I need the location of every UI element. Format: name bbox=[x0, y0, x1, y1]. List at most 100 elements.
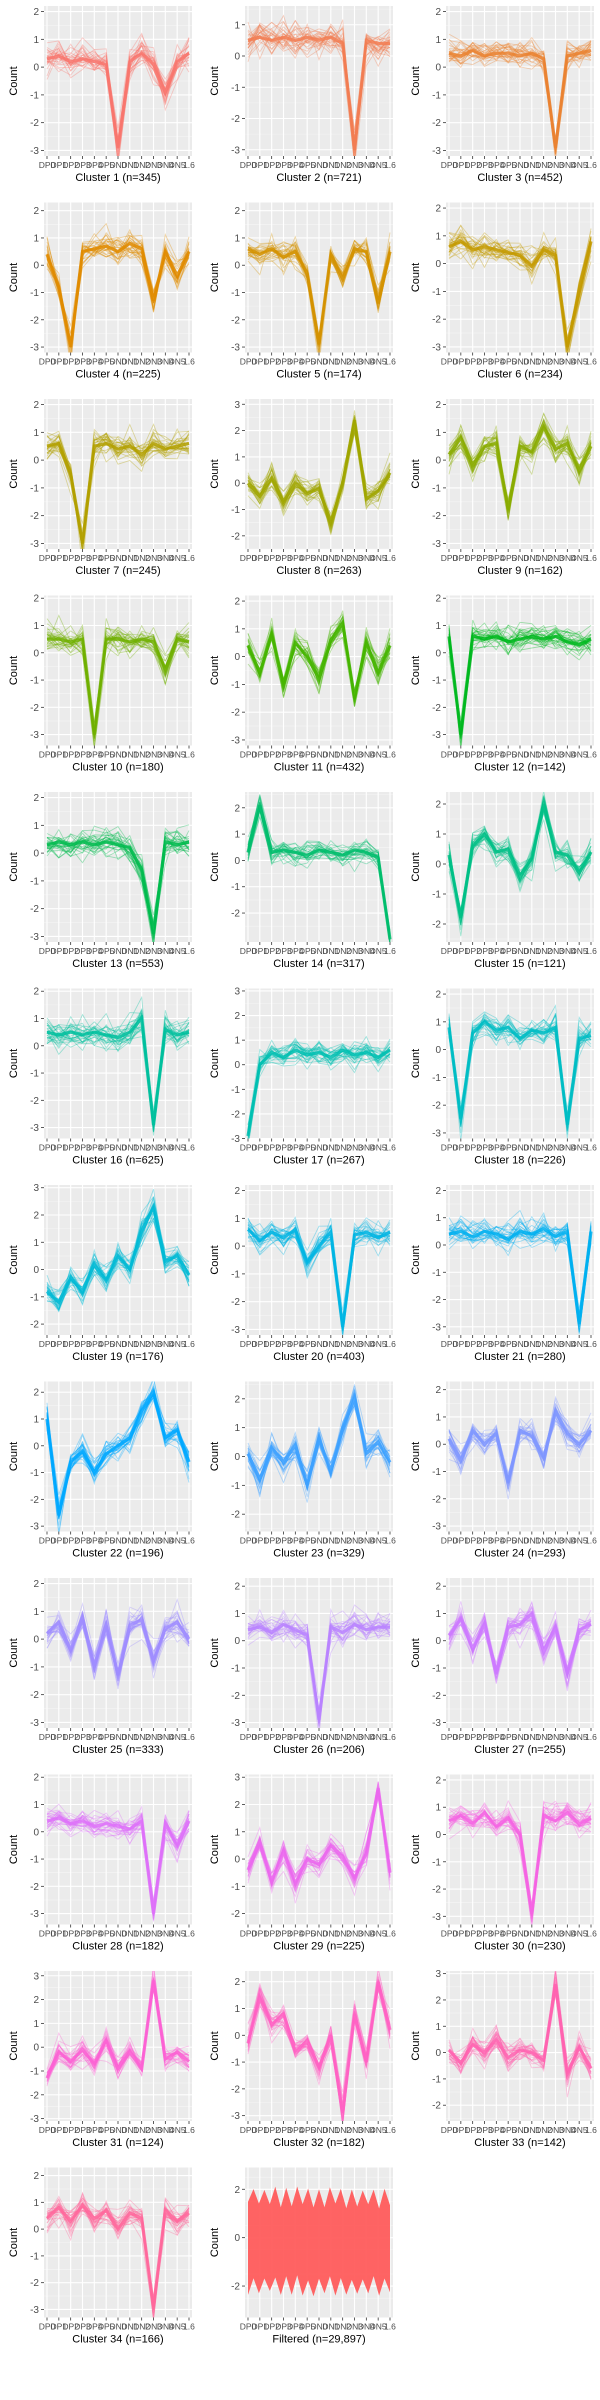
x-tick-label: DN3 bbox=[547, 1929, 564, 1939]
panel-28: -3-2-1012DP0DP1DP2DP3DP4DP5DN0DN1DN2DN3D… bbox=[8, 1773, 195, 1953]
y-tick-label: 1 bbox=[234, 830, 240, 841]
panel-30: -3-2-1012DP0DP1DP2DP3DP4DP5DN0DN1DN2DN3D… bbox=[410, 1774, 597, 1953]
x-tick-label: DN1 bbox=[523, 2125, 540, 2135]
panel-26: -3-2-1012DP0DP1DP2DP3DP4DP5DN0DN1DN2DN3D… bbox=[209, 1578, 396, 1756]
y-tick-label: -1 bbox=[432, 1857, 441, 1868]
x-tick-label: DN5 bbox=[571, 1732, 588, 1742]
y-tick-label: 2 bbox=[435, 990, 441, 1001]
x-tick-label: DP4 bbox=[287, 1536, 304, 1546]
series-line bbox=[46, 1210, 190, 1311]
x-tick-label: DN2 bbox=[133, 553, 150, 563]
x-tick-label: DN4 bbox=[157, 1143, 174, 1153]
series-line bbox=[46, 1608, 190, 1683]
series-lines bbox=[46, 423, 190, 549]
series-line bbox=[448, 228, 592, 353]
x-tick-label: DN5 bbox=[571, 2125, 588, 2135]
profile-line bbox=[246, 1226, 391, 1327]
series-line bbox=[46, 232, 190, 353]
x-tick-label: DN0 bbox=[109, 946, 126, 956]
x-tick-label: 1.6 bbox=[384, 1929, 396, 1939]
x-tick-label: 1.6 bbox=[183, 2322, 195, 2332]
x-tick-label: DP1 bbox=[252, 2125, 269, 2135]
y-tick-label: -2 bbox=[432, 1885, 441, 1896]
x-tick-label: DP0 bbox=[240, 1536, 257, 1546]
x-tick-label: DP3 bbox=[74, 750, 91, 760]
x-tick-label: DN0 bbox=[109, 2125, 126, 2135]
y-axis-label: Count bbox=[209, 1638, 221, 1667]
series-line bbox=[247, 796, 391, 932]
x-tick-label: DP3 bbox=[476, 946, 493, 956]
y-tick-label: -3 bbox=[231, 1325, 240, 1336]
series-line bbox=[448, 1212, 592, 1321]
y-tick-label: -1 bbox=[432, 2074, 441, 2085]
x-tick-label: DP3 bbox=[275, 1339, 292, 1349]
x-tick-label: DN2 bbox=[334, 1732, 351, 1742]
y-tick-label: 0 bbox=[33, 2043, 39, 2054]
y-tick-label: -2 bbox=[30, 118, 39, 129]
series-line bbox=[247, 21, 391, 156]
y-tick-label: 2 bbox=[33, 400, 39, 411]
x-tick-label: 1.6 bbox=[384, 2125, 396, 2135]
x-tick-label: DN1 bbox=[121, 946, 138, 956]
x-tick-label: DP2 bbox=[464, 1339, 481, 1349]
panel-title: Cluster 19 (n=176) bbox=[72, 1351, 163, 1363]
y-tick-label: 2 bbox=[33, 2171, 39, 2182]
x-tick-label: DN0 bbox=[109, 2322, 126, 2332]
y-tick-label: -1 bbox=[231, 288, 240, 299]
x-tick-label: 1.6 bbox=[585, 1536, 597, 1546]
panel-15: -2 -1 0 1 2 DP0DP1DP2DP3DP4DP5DN0DN1DN2DN3DN4… bbox=[410, 792, 597, 970]
profile-line bbox=[447, 1019, 592, 1125]
panel-22: -3-2-1012DP0DP1DP2DP3DP4DP5DN0DN1DN2DN3D… bbox=[8, 1381, 195, 1560]
x-tick-label: DN2 bbox=[133, 1143, 150, 1153]
x-tick-label: DN2 bbox=[133, 2125, 150, 2135]
x-tick-label: DN3 bbox=[346, 1732, 363, 1742]
series-line bbox=[247, 1040, 391, 1125]
series-line bbox=[247, 1393, 391, 1486]
y-tick-label: 2 bbox=[234, 206, 240, 217]
series-line bbox=[448, 810, 592, 913]
y-tick-label: -2 bbox=[231, 114, 240, 125]
x-tick-label: DN1 bbox=[322, 160, 339, 170]
x-tick-label: DN0 bbox=[310, 2125, 327, 2135]
series-line bbox=[46, 1025, 190, 1127]
x-tick-label: DN5 bbox=[370, 1143, 387, 1153]
series-line bbox=[247, 242, 391, 353]
series-line bbox=[247, 1607, 391, 1728]
x-tick-label: DP3 bbox=[74, 946, 91, 956]
x-tick-label: DP2 bbox=[62, 750, 79, 760]
x-tick-label: DN2 bbox=[334, 1536, 351, 1546]
x-tick-label: DN3 bbox=[547, 2125, 564, 2135]
panel-title: Cluster 5 (n=174) bbox=[276, 369, 361, 381]
x-tick-label: DP2 bbox=[263, 357, 280, 367]
y-tick-label: 1 bbox=[435, 830, 441, 841]
x-tick-label: DN4 bbox=[157, 946, 174, 956]
x-tick-label: DP5 bbox=[500, 357, 517, 367]
x-tick-label: DN1 bbox=[121, 160, 138, 170]
y-axis-label: Count bbox=[8, 66, 20, 95]
y-tick-label: -3 bbox=[30, 1718, 39, 1729]
y-tick-label: 3 bbox=[33, 1971, 39, 1982]
x-tick-label: DP3 bbox=[74, 553, 91, 563]
panel-title: Cluster 3 (n=452) bbox=[477, 172, 562, 184]
x-tick-label: 1.6 bbox=[183, 1732, 195, 1742]
x-tick-label: DN5 bbox=[169, 946, 186, 956]
x-tick-label: DP1 bbox=[252, 2322, 269, 2332]
x-tick-label: DP4 bbox=[86, 357, 103, 367]
x-tick-label: DP5 bbox=[299, 2322, 316, 2332]
x-tick-label: DN0 bbox=[310, 946, 327, 956]
x-tick-label: DP5 bbox=[98, 750, 115, 760]
y-axis-label: Count bbox=[8, 2228, 20, 2257]
x-tick-label: DN1 bbox=[523, 1536, 540, 1546]
y-axis-label: Count bbox=[209, 459, 221, 488]
y-tick-label: -1 bbox=[30, 2251, 39, 2262]
x-tick-label: DN4 bbox=[559, 750, 576, 760]
x-tick-label: DN3 bbox=[346, 1536, 363, 1546]
series-line bbox=[247, 242, 391, 353]
series-line bbox=[448, 1417, 592, 1479]
series-line bbox=[46, 2198, 190, 2310]
x-tick-label: DN2 bbox=[334, 750, 351, 760]
y-tick-label: 1 bbox=[234, 2004, 240, 2015]
y-tick-label: 1 bbox=[435, 1412, 441, 1423]
series-line bbox=[247, 21, 391, 156]
x-tick-label: DP4 bbox=[287, 1732, 304, 1742]
